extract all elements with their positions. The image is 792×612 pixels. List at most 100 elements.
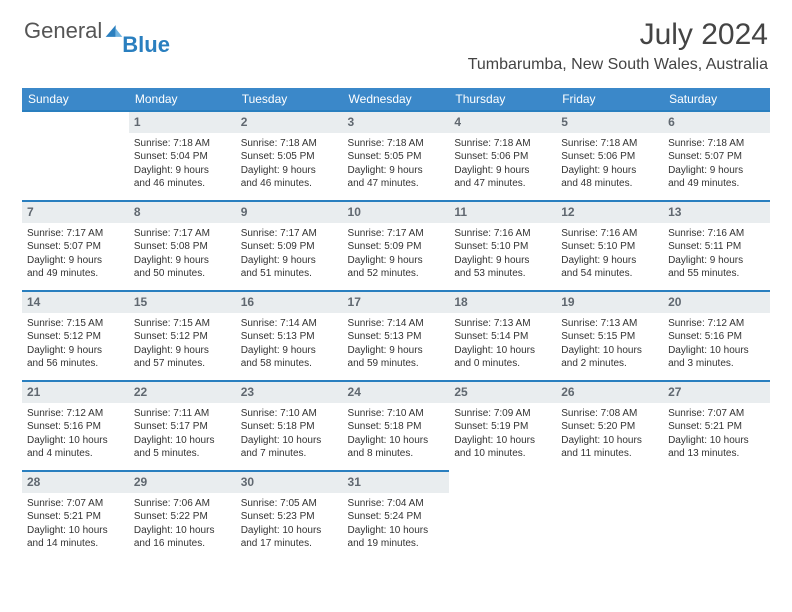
daylight1-text: Daylight: 9 hours — [561, 254, 658, 268]
daylight2-text: and 2 minutes. — [561, 357, 658, 371]
sunrise-text: Sunrise: 7:12 AM — [27, 407, 124, 421]
daylight1-text: Daylight: 10 hours — [454, 434, 551, 448]
sunset-text: Sunset: 5:24 PM — [348, 510, 445, 524]
day-header: Monday — [129, 88, 236, 110]
sunrise-text: Sunrise: 7:14 AM — [241, 317, 338, 331]
sunset-text: Sunset: 5:12 PM — [27, 330, 124, 344]
sunrise-text: Sunrise: 7:16 AM — [668, 227, 765, 241]
day-header: Thursday — [449, 88, 556, 110]
sunrise-text: Sunrise: 7:18 AM — [454, 137, 551, 151]
calendar-day-cell — [556, 470, 663, 560]
calendar-day-cell: 16Sunrise: 7:14 AMSunset: 5:13 PMDayligh… — [236, 290, 343, 380]
day-number: 16 — [241, 295, 254, 309]
calendar-day-cell: 25Sunrise: 7:09 AMSunset: 5:19 PMDayligh… — [449, 380, 556, 470]
sunrise-text: Sunrise: 7:10 AM — [348, 407, 445, 421]
calendar-day-cell: 24Sunrise: 7:10 AMSunset: 5:18 PMDayligh… — [343, 380, 450, 470]
daylight1-text: Daylight: 10 hours — [668, 344, 765, 358]
calendar-day-cell — [449, 470, 556, 560]
sunset-text: Sunset: 5:12 PM — [134, 330, 231, 344]
daylight2-text: and 4 minutes. — [27, 447, 124, 461]
calendar-day-cell: 4Sunrise: 7:18 AMSunset: 5:06 PMDaylight… — [449, 110, 556, 200]
daylight2-text: and 53 minutes. — [454, 267, 551, 281]
calendar-day-cell: 18Sunrise: 7:13 AMSunset: 5:14 PMDayligh… — [449, 290, 556, 380]
page-header: General Blue July 2024 Tumbarumba, New S… — [0, 0, 792, 78]
day-number: 5 — [561, 115, 568, 129]
location-label: Tumbarumba, New South Wales, Australia — [468, 56, 768, 74]
calendar-day-cell: 5Sunrise: 7:18 AMSunset: 5:06 PMDaylight… — [556, 110, 663, 200]
calendar-day-cell: 27Sunrise: 7:07 AMSunset: 5:21 PMDayligh… — [663, 380, 770, 470]
daylight2-text: and 54 minutes. — [561, 267, 658, 281]
sunrise-text: Sunrise: 7:05 AM — [241, 497, 338, 511]
calendar-day-cell: 29Sunrise: 7:06 AMSunset: 5:22 PMDayligh… — [129, 470, 236, 560]
daylight1-text: Daylight: 9 hours — [134, 254, 231, 268]
calendar-day-cell: 10Sunrise: 7:17 AMSunset: 5:09 PMDayligh… — [343, 200, 450, 290]
calendar-week-row: 28Sunrise: 7:07 AMSunset: 5:21 PMDayligh… — [22, 470, 770, 560]
title-block: July 2024 Tumbarumba, New South Wales, A… — [468, 18, 768, 74]
sunset-text: Sunset: 5:09 PM — [348, 240, 445, 254]
daylight1-text: Daylight: 9 hours — [348, 344, 445, 358]
sunrise-text: Sunrise: 7:18 AM — [561, 137, 658, 151]
calendar-day-cell: 30Sunrise: 7:05 AMSunset: 5:23 PMDayligh… — [236, 470, 343, 560]
calendar-day-cell: 31Sunrise: 7:04 AMSunset: 5:24 PMDayligh… — [343, 470, 450, 560]
daylight1-text: Daylight: 9 hours — [348, 164, 445, 178]
day-number: 9 — [241, 205, 248, 219]
daylight2-text: and 48 minutes. — [561, 177, 658, 191]
sunrise-text: Sunrise: 7:06 AM — [134, 497, 231, 511]
calendar-day-cell: 9Sunrise: 7:17 AMSunset: 5:09 PMDaylight… — [236, 200, 343, 290]
sunrise-text: Sunrise: 7:04 AM — [348, 497, 445, 511]
calendar-day-cell: 15Sunrise: 7:15 AMSunset: 5:12 PMDayligh… — [129, 290, 236, 380]
day-header: Saturday — [663, 88, 770, 110]
sunset-text: Sunset: 5:09 PM — [241, 240, 338, 254]
logo-text-general: General — [24, 18, 102, 44]
daylight2-text: and 49 minutes. — [668, 177, 765, 191]
day-number: 19 — [561, 295, 574, 309]
sunset-text: Sunset: 5:10 PM — [454, 240, 551, 254]
daylight1-text: Daylight: 9 hours — [561, 164, 658, 178]
sunrise-text: Sunrise: 7:13 AM — [454, 317, 551, 331]
calendar-day-cell — [663, 470, 770, 560]
daylight1-text: Daylight: 9 hours — [454, 254, 551, 268]
day-number: 11 — [454, 205, 467, 219]
sunset-text: Sunset: 5:21 PM — [668, 420, 765, 434]
sunset-text: Sunset: 5:17 PM — [134, 420, 231, 434]
daylight1-text: Daylight: 10 hours — [454, 344, 551, 358]
calendar-day-cell: 6Sunrise: 7:18 AMSunset: 5:07 PMDaylight… — [663, 110, 770, 200]
month-title: July 2024 — [468, 18, 768, 52]
sunset-text: Sunset: 5:11 PM — [668, 240, 765, 254]
sunset-text: Sunset: 5:05 PM — [241, 150, 338, 164]
calendar-week-row: 1Sunrise: 7:18 AMSunset: 5:04 PMDaylight… — [22, 110, 770, 200]
daylight2-text: and 0 minutes. — [454, 357, 551, 371]
sunrise-text: Sunrise: 7:07 AM — [668, 407, 765, 421]
sunset-text: Sunset: 5:18 PM — [348, 420, 445, 434]
daylight1-text: Daylight: 10 hours — [561, 434, 658, 448]
daylight2-text: and 19 minutes. — [348, 537, 445, 551]
sunset-text: Sunset: 5:23 PM — [241, 510, 338, 524]
day-number: 28 — [27, 475, 40, 489]
day-number: 4 — [454, 115, 461, 129]
sunrise-text: Sunrise: 7:16 AM — [561, 227, 658, 241]
sunset-text: Sunset: 5:16 PM — [668, 330, 765, 344]
day-number: 23 — [241, 385, 254, 399]
sunset-text: Sunset: 5:22 PM — [134, 510, 231, 524]
sunrise-text: Sunrise: 7:12 AM — [668, 317, 765, 331]
sunset-text: Sunset: 5:05 PM — [348, 150, 445, 164]
day-number: 20 — [668, 295, 681, 309]
sunset-text: Sunset: 5:15 PM — [561, 330, 658, 344]
daylight1-text: Daylight: 9 hours — [348, 254, 445, 268]
day-header-row: Sunday Monday Tuesday Wednesday Thursday… — [22, 88, 770, 110]
sunrise-text: Sunrise: 7:10 AM — [241, 407, 338, 421]
daylight2-text: and 10 minutes. — [454, 447, 551, 461]
sunset-text: Sunset: 5:06 PM — [454, 150, 551, 164]
sunrise-text: Sunrise: 7:18 AM — [134, 137, 231, 151]
daylight1-text: Daylight: 10 hours — [241, 434, 338, 448]
calendar-day-cell: 28Sunrise: 7:07 AMSunset: 5:21 PMDayligh… — [22, 470, 129, 560]
day-header: Wednesday — [343, 88, 450, 110]
sunrise-text: Sunrise: 7:15 AM — [134, 317, 231, 331]
calendar-day-cell: 22Sunrise: 7:11 AMSunset: 5:17 PMDayligh… — [129, 380, 236, 470]
calendar-day-cell: 13Sunrise: 7:16 AMSunset: 5:11 PMDayligh… — [663, 200, 770, 290]
day-number: 22 — [134, 385, 147, 399]
day-number: 8 — [134, 205, 141, 219]
day-header: Tuesday — [236, 88, 343, 110]
daylight1-text: Daylight: 9 hours — [134, 164, 231, 178]
day-number: 30 — [241, 475, 254, 489]
